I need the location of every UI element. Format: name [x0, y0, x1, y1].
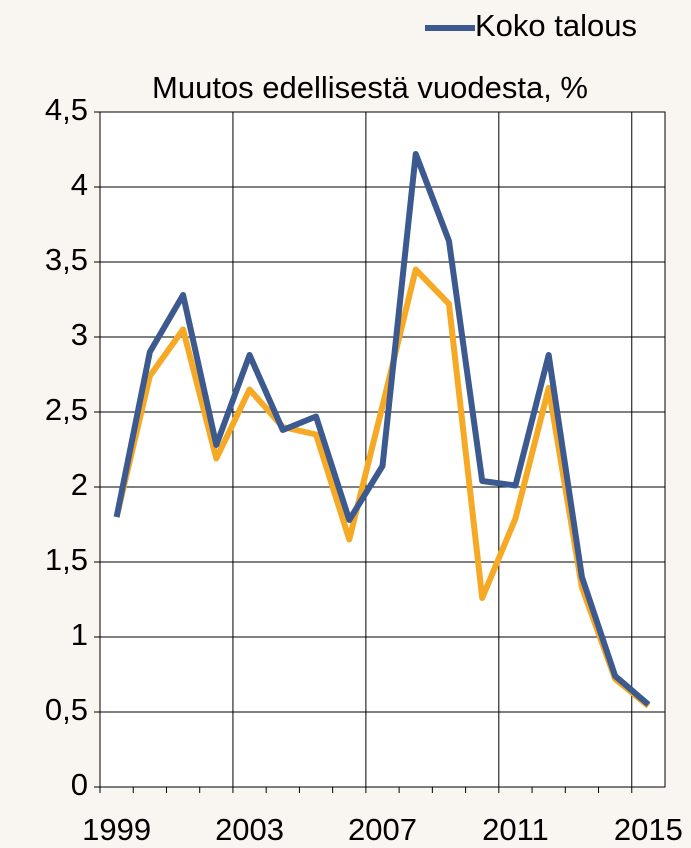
x-tick-label: 1999 — [82, 812, 151, 847]
x-tick-label: 2015 — [614, 812, 683, 847]
y-tick-label: 0,5 — [45, 692, 88, 727]
y-tick-label: 2,5 — [45, 392, 88, 427]
y-tick-label: 1,5 — [45, 542, 88, 577]
y-tick-label: 2 — [71, 467, 88, 502]
y-tick-label: 4,5 — [45, 92, 88, 127]
chart-title: Muutos edellisestä vuodesta, % — [152, 70, 588, 105]
y-tick-label: 1 — [71, 617, 88, 652]
y-tick-label: 4 — [71, 167, 88, 202]
x-tick-label: 2011 — [482, 812, 549, 847]
y-tick-label: 3 — [71, 317, 88, 352]
legend-label: Koko talous — [475, 8, 637, 43]
series-line — [113, 266, 651, 709]
x-tick-label: 2007 — [348, 812, 417, 847]
x-tick-label: 2003 — [215, 812, 284, 847]
plot-border — [99, 111, 666, 788]
y-tick-label: 0 — [71, 767, 88, 802]
y-tick-label: 3,5 — [45, 242, 88, 277]
series-line — [113, 151, 651, 707]
